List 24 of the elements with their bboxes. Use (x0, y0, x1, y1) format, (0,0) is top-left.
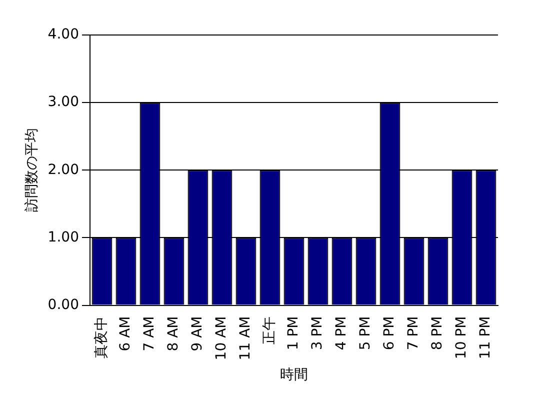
y-tick-label: 3.00 (48, 94, 79, 110)
x-tick-label: 6 AM (118, 316, 134, 352)
x-tick-label: 10 AM (214, 316, 230, 360)
x-tick-label: 正午 (262, 316, 278, 344)
y-tick-label: 4.00 (48, 26, 79, 43)
x-tick-label: 10 PM (454, 316, 470, 360)
x-tick-label: 7 AM (142, 316, 158, 352)
x-tick-label: 7 PM (406, 316, 422, 350)
y-tick-label: 2.00 (48, 162, 79, 178)
y-axis-title: 訪問数の平均 (24, 128, 40, 212)
y-tick-label: 1.00 (48, 229, 79, 246)
x-tick-label: 11 PM (478, 316, 494, 360)
x-tick-label: 3 PM (310, 316, 326, 350)
x-tick-label: 真夜中 (94, 316, 110, 358)
x-tick-label: 4 PM (334, 316, 350, 350)
x-axis-title: 時間 (280, 367, 308, 384)
x-tick-label: 1 PM (286, 316, 302, 350)
x-tick-label: 9 AM (190, 316, 206, 352)
x-tick-label: 8 AM (166, 316, 182, 352)
x-tick-label: 8 PM (430, 316, 446, 350)
x-tick-label: 5 PM (358, 316, 374, 350)
x-tick-label: 11 AM (238, 316, 254, 360)
x-tick-label: 6 PM (382, 316, 398, 350)
y-tick-label: 0.00 (48, 296, 79, 313)
